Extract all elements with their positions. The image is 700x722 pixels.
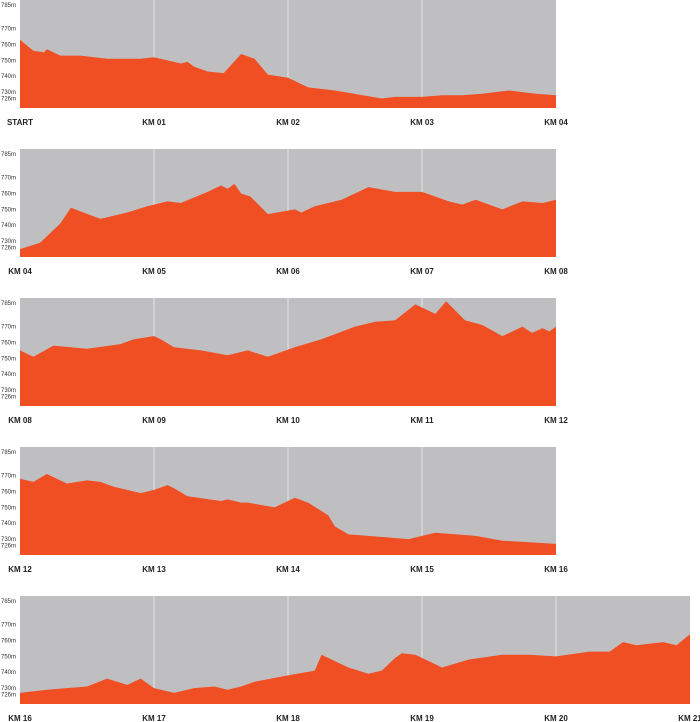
y-tick-label: 750m [1,505,16,511]
y-tick-label: 770m [1,623,16,629]
y-tick-label: 730m [1,686,16,692]
km-label: KM 01 [142,118,166,127]
km-label: KM 12 [8,565,32,574]
elevation-area [20,301,556,406]
y-tick-label: 726m [1,543,16,549]
km-label: KM 20 [544,714,568,722]
y-tick-label: 740m [1,223,16,229]
y-tick-label: 726m [1,692,16,698]
y-tick-label: 726m [1,245,16,251]
y-tick-label: 740m [1,670,16,676]
y-tick-label: 770m [1,325,16,331]
y-tick-label: 770m [1,27,16,33]
y-tick-label: 740m [1,74,16,80]
y-tick-label: 740m [1,372,16,378]
km-label: KM 04 [8,267,32,276]
km-label: START [7,118,33,127]
km-label: KM 08 [544,267,568,276]
y-tick-label: 750m [1,356,16,362]
y-tick-label: 770m [1,474,16,480]
y-tick-label: 730m [1,90,16,96]
km-label: KM 04 [544,118,568,127]
km-label: KM 12 [544,416,568,425]
km-label: KM 09 [142,416,166,425]
y-tick-label: 760m [1,42,16,48]
km-label: KM 14 [276,565,300,574]
km-label: KM 18 [276,714,300,722]
km-label: KM 03 [410,118,434,127]
km-label: KM 02 [276,118,300,127]
km-label: KM 05 [142,267,166,276]
y-tick-label: 770m [1,176,16,182]
km-label: KM 13 [142,565,166,574]
km-label: KM 17 [142,714,166,722]
y-tick-label: 750m [1,58,16,64]
y-tick-label: 726m [1,96,16,102]
km-label: KM 16 [8,714,32,722]
y-tick-label: 750m [1,207,16,213]
km-label: KM 21 [678,714,700,722]
elevation-area [20,634,690,704]
km-label: KM 06 [276,267,300,276]
km-label: KM 19 [410,714,434,722]
y-tick-label: 785m [1,152,16,158]
y-tick-label: 785m [1,599,16,605]
y-tick-label: 785m [1,450,16,456]
y-tick-label: 730m [1,239,16,245]
y-tick-label: 730m [1,537,16,543]
elevation-area [20,39,556,109]
y-tick-label: 785m [1,3,16,9]
km-label: KM 07 [410,267,434,276]
y-tick-label: 785m [1,301,16,307]
y-tick-label: 750m [1,654,16,660]
y-tick-label: 726m [1,394,16,400]
elevation-area [20,474,556,555]
km-label: KM 15 [410,565,434,574]
km-label: KM 10 [276,416,300,425]
km-label: KM 16 [544,565,568,574]
y-tick-label: 740m [1,521,16,527]
y-tick-label: 760m [1,340,16,346]
elevation-area [20,183,556,257]
km-label: KM 11 [410,416,434,425]
km-label: KM 08 [8,416,32,425]
y-tick-label: 760m [1,638,16,644]
y-tick-label: 730m [1,388,16,394]
y-tick-label: 760m [1,489,16,495]
y-tick-label: 760m [1,191,16,197]
